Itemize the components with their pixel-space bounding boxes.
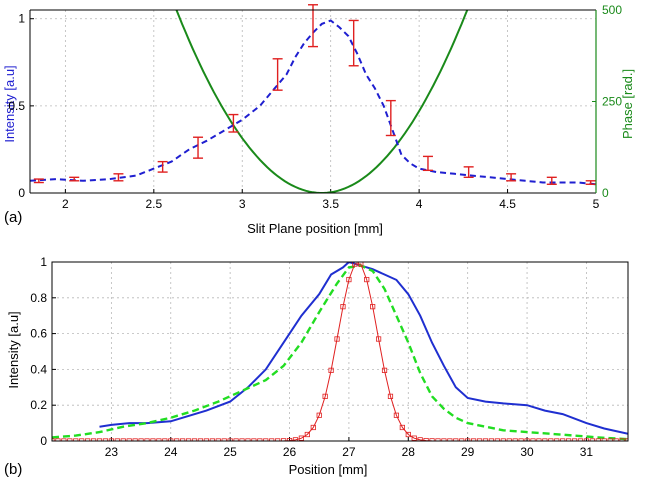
y2-tick-label-a: 500	[602, 3, 622, 17]
x-tick-label-b: 31	[580, 445, 594, 459]
x-tick-label-a: 3	[239, 197, 246, 211]
series-red-marker-b	[411, 435, 417, 441]
series-red-marker-b	[304, 431, 310, 438]
panel-label-b: (b)	[4, 461, 22, 478]
series-blue-b	[99, 262, 628, 435]
series-red-marker-b	[417, 437, 423, 441]
x-tick-label-b: 25	[223, 445, 237, 459]
series-red-b	[52, 263, 628, 441]
series-red-marker-b	[358, 262, 364, 267]
series-phase-a	[175, 10, 469, 193]
y-tick-label-b: 1	[40, 255, 47, 269]
series-red-marker-b	[375, 336, 382, 342]
y-tick-label-b: 0.8	[30, 291, 47, 305]
x-axis-label-a: Slit Plane position [mm]	[247, 221, 383, 236]
series-red-marker-b	[405, 431, 411, 438]
x-tick-label-a: 3.5	[322, 197, 339, 211]
series-red-marker-b	[316, 412, 322, 418]
series-red-marker-b	[322, 393, 328, 399]
x-tick-label-a: 2	[62, 197, 69, 211]
series-red-marker-b	[381, 367, 388, 373]
series-red-marker-b	[340, 304, 346, 310]
y-axis-label-b: Intensity [a.u]	[6, 311, 21, 388]
y-axis-label-a: Intensity [a.u]	[2, 65, 17, 142]
series-red-marker-b	[370, 304, 376, 310]
x-axis-label-b: Position [mm]	[289, 462, 368, 477]
series-red-marker-b	[310, 424, 316, 431]
y-tick-label-b: 0	[40, 434, 47, 448]
y-tick-label-a: 0.5	[8, 99, 25, 113]
y2-tick-label-a: 250	[602, 95, 622, 109]
series-red-marker-b	[399, 424, 405, 431]
series-red-marker-b	[328, 367, 334, 373]
series-green-b	[52, 264, 628, 441]
y-tick-label-a: 1	[18, 12, 25, 26]
series-red-marker-b	[393, 412, 400, 418]
x-tick-label-a: 4	[416, 197, 423, 211]
y-tick-label-a: 0	[18, 186, 25, 200]
x-tick-label-a: 5	[593, 197, 600, 211]
panel-label-a: (a)	[4, 209, 22, 226]
y2-tick-label-a: 0	[602, 186, 609, 200]
x-tick-label-b: 30	[520, 445, 534, 459]
series-red-marker-b	[334, 336, 340, 342]
x-tick-label-b: 28	[402, 445, 416, 459]
y2-axis-label-a: Phase [rad.]	[620, 69, 635, 139]
x-tick-label-a: 4.5	[499, 197, 516, 211]
series-intensity-a	[30, 19, 596, 186]
y-tick-label-b: 0.4	[30, 362, 47, 376]
x-tick-label-b: 27	[342, 445, 356, 459]
series-red-marker-b	[364, 276, 370, 283]
series-red-marker-b	[387, 393, 394, 399]
y-tick-label-b: 0.6	[30, 327, 47, 341]
x-tick-label-b: 29	[461, 445, 475, 459]
x-tick-label-b: 23	[105, 445, 119, 459]
x-tick-label-b: 26	[283, 445, 297, 459]
series-red-marker-b	[298, 435, 305, 441]
series-red-marker-b	[352, 262, 358, 267]
plot-frame-b	[51, 261, 629, 442]
x-tick-label-b: 24	[164, 445, 178, 459]
series-red-marker-b	[346, 276, 352, 283]
x-tick-label-a: 2.5	[145, 197, 162, 211]
y-tick-label-b: 0.2	[30, 398, 47, 412]
series-red-marker-b	[292, 437, 299, 441]
